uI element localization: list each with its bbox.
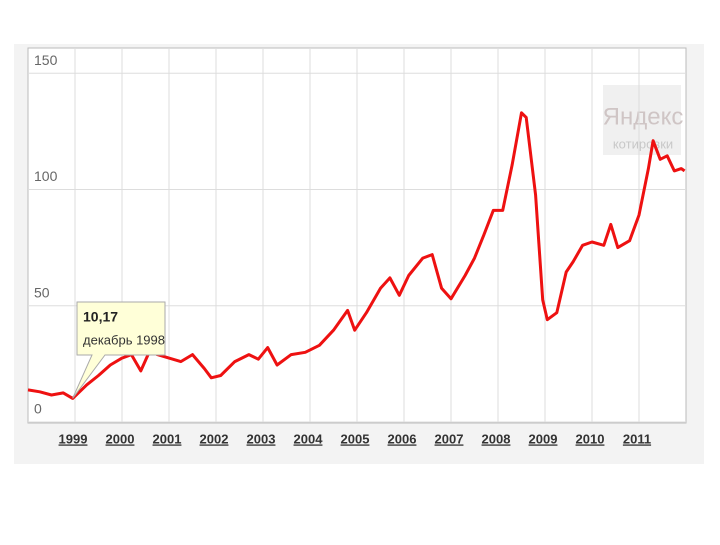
watermark-title: Яндекс — [603, 103, 684, 130]
y-tick-label: 0 — [34, 401, 42, 417]
y-tick-label: 100 — [34, 168, 58, 184]
watermark-subtitle: котировки — [613, 136, 673, 151]
x-tick-label: 2005 — [341, 431, 370, 446]
tooltip-box — [72, 301, 166, 399]
tooltip-value: 10,17 — [83, 309, 118, 325]
tooltip-date: декабрь 1998 — [83, 332, 165, 347]
x-tick-label: 2004 — [294, 431, 324, 446]
x-tick-label: 2003 — [247, 431, 276, 446]
x-tick-label: 1999 — [59, 431, 88, 446]
x-tick-label: 2000 — [106, 431, 135, 446]
y-tick-label: 150 — [34, 52, 58, 68]
x-tick-label: 2010 — [576, 431, 605, 446]
x-tick-label: 2009 — [529, 431, 558, 446]
x-tick-label: 2008 — [482, 431, 511, 446]
x-tick-label: 2007 — [435, 431, 464, 446]
watermark-box — [603, 85, 681, 155]
x-tick-label: 2002 — [200, 431, 229, 446]
x-tick-label: 2011 — [623, 431, 651, 446]
x-tick-label: 2001 — [153, 431, 182, 446]
x-tick-label: 2006 — [388, 431, 417, 446]
y-tick-label: 50 — [34, 284, 50, 300]
